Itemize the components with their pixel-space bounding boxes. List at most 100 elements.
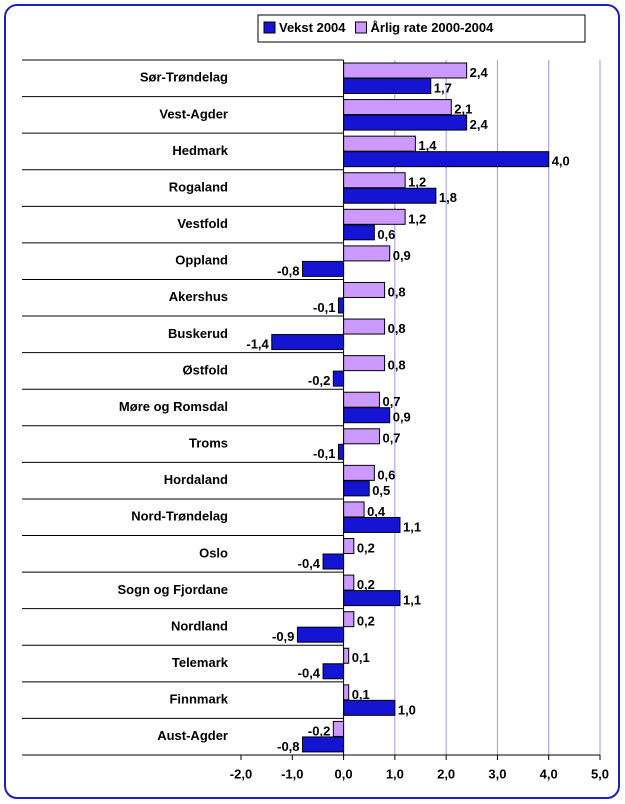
- x-tick-label: 3,0: [488, 766, 506, 781]
- category-label: Buskerud: [168, 326, 228, 341]
- bar: [343, 516, 401, 533]
- category-label: Østfold: [183, 362, 229, 377]
- category-label: Vest-Agder: [159, 106, 228, 121]
- data-label: 0,8: [388, 321, 406, 336]
- bar: [343, 407, 391, 424]
- category-label: Troms: [189, 436, 228, 451]
- data-label: 0,8: [388, 284, 406, 299]
- data-label: -0,1: [313, 300, 335, 315]
- data-label: -0,8: [277, 739, 299, 754]
- category-label: Rogaland: [169, 179, 228, 194]
- bar: [343, 574, 355, 591]
- data-label: 0,7: [382, 431, 400, 446]
- x-tick-label: 1,0: [386, 766, 404, 781]
- data-label: -0,2: [308, 373, 330, 388]
- category-label: Sogn og Fjordane: [118, 582, 229, 597]
- category-label: Akershus: [169, 289, 228, 304]
- category-label: Finnmark: [169, 692, 228, 707]
- bar: [343, 538, 355, 555]
- bar: [332, 370, 345, 387]
- bar: [302, 736, 345, 753]
- bar: [343, 391, 380, 408]
- data-label: 0,2: [357, 540, 375, 555]
- data-label: 1,7: [434, 80, 452, 95]
- data-label: 1,8: [439, 190, 457, 205]
- legend-swatch: [263, 21, 276, 34]
- x-tick-label: 2,0: [437, 766, 455, 781]
- bar: [343, 62, 468, 79]
- category-label: Telemark: [172, 655, 229, 670]
- data-label: 0,6: [377, 467, 395, 482]
- bar: [343, 684, 350, 701]
- data-label: 0,2: [357, 577, 375, 592]
- data-label: -0,1: [313, 446, 335, 461]
- category-label: Oslo: [199, 545, 228, 560]
- bar: [302, 260, 345, 277]
- data-label: 1,2: [408, 211, 426, 226]
- category-label: Møre og Romsdal: [119, 399, 228, 414]
- data-label: 2,4: [470, 117, 489, 132]
- bar: [343, 281, 386, 298]
- data-label: 1,0: [398, 702, 416, 717]
- data-label: -0,4: [298, 556, 321, 571]
- data-label: 2,4: [470, 65, 489, 80]
- bar: [322, 663, 345, 680]
- data-label: 1,1: [403, 519, 421, 534]
- bar: [343, 187, 437, 204]
- bar: [343, 245, 391, 262]
- data-label: 0,2: [357, 614, 375, 629]
- bar: [343, 464, 375, 481]
- legend-swatch: [355, 21, 368, 34]
- bar: [343, 647, 350, 664]
- bar: [343, 428, 380, 445]
- data-label: 0,1: [352, 687, 370, 702]
- data-label: 1,2: [408, 175, 426, 190]
- data-label: 0,6: [377, 227, 395, 242]
- data-label: 0,4: [367, 504, 386, 519]
- bar: [343, 172, 406, 189]
- category-label: Hordaland: [164, 472, 228, 487]
- bar: [343, 590, 401, 607]
- bar: [343, 355, 386, 372]
- bar: [337, 297, 345, 314]
- legend-label: Årlig rate 2000-2004: [371, 20, 495, 35]
- category-label: Nordland: [171, 618, 228, 633]
- x-tick-label: 5,0: [591, 766, 609, 781]
- category-label: Nord-Trøndelag: [131, 509, 228, 524]
- category-label: Sør-Trøndelag: [140, 70, 228, 85]
- x-tick-label: 4,0: [540, 766, 558, 781]
- bar: [322, 553, 345, 570]
- legend-label: Vekst 2004: [279, 20, 346, 35]
- bar: [296, 626, 345, 643]
- data-label: 0,8: [388, 358, 406, 373]
- data-label: 0,9: [393, 410, 411, 425]
- category-label: Aust-Agder: [157, 728, 228, 743]
- x-tick-label: -1,0: [281, 766, 303, 781]
- data-label: -1,4: [246, 336, 269, 351]
- data-label: -0,8: [277, 263, 299, 278]
- x-tick-label: 0,0: [335, 766, 353, 781]
- bar: [343, 501, 365, 518]
- bar: [343, 480, 370, 497]
- bar: [343, 699, 396, 716]
- bar: [343, 99, 452, 116]
- data-label: 2,1: [454, 102, 472, 117]
- frame: [4, 4, 620, 799]
- bar: [332, 720, 345, 737]
- bar: [343, 611, 355, 628]
- category-label: Oppland: [175, 253, 228, 268]
- bar: [343, 151, 550, 168]
- bar: [271, 334, 345, 351]
- bar: [343, 78, 432, 94]
- data-label: 1,1: [403, 593, 421, 608]
- data-label: 4,0: [552, 154, 570, 169]
- category-label: Vestfold: [177, 216, 228, 231]
- data-label: 0,1: [352, 650, 370, 665]
- bar: [343, 318, 386, 335]
- data-label: 0,7: [382, 394, 400, 409]
- bar: [337, 443, 345, 460]
- bar: [343, 114, 468, 131]
- data-label: -0,9: [272, 629, 294, 644]
- x-tick-label: -2,0: [230, 766, 252, 781]
